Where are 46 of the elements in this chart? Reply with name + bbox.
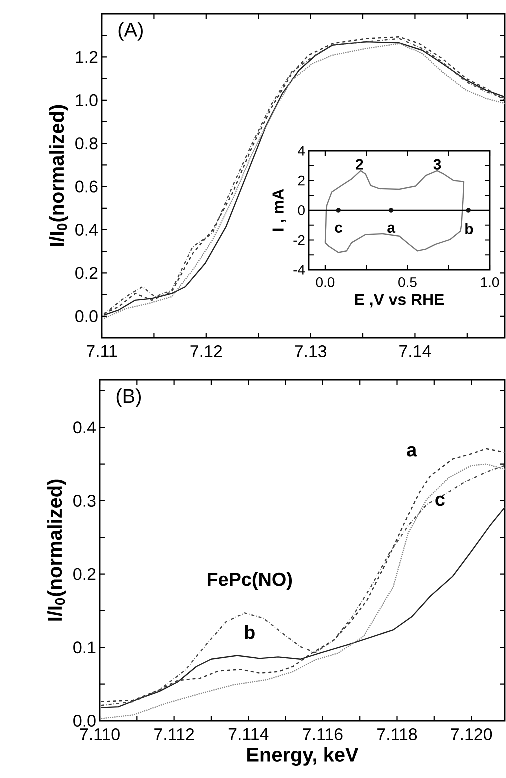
y-tick-label: 0.2 (76, 267, 98, 280)
y-tick-label: 1.2 (76, 51, 98, 64)
y-tick-label: -2 (294, 235, 305, 246)
y-tick-label: 1.0 (76, 94, 98, 106)
x-tick-label: 7.114 (228, 728, 269, 740)
y-tick-label: 2 (298, 176, 305, 186)
x-tick-label: 7.13 (295, 345, 327, 358)
y-axis-title: I , mA (272, 189, 286, 232)
y-tick-label: 0.0 (76, 310, 98, 322)
annotation: (A) (118, 22, 143, 41)
x-tick-label: 7.11 (87, 345, 118, 358)
y-tick-label: 0.3 (74, 495, 96, 507)
y-tick-label: 0.4 (76, 224, 98, 236)
y-tick-label: 0 (298, 206, 305, 216)
y-tick-label: 0.1 (74, 642, 96, 654)
x-tick-label: 1.0 (481, 277, 500, 288)
y-tick-label: 0.4 (74, 422, 96, 434)
y-tick-label: 0.8 (76, 138, 98, 150)
annotation: a (407, 446, 418, 457)
x-tick-label: 7.110 (80, 728, 120, 741)
y-axis-title: I/I$_{0}$(normalized) (50, 105, 68, 246)
x-tick-label: 0.5 (398, 277, 417, 288)
x-tick-label: 0.0 (316, 277, 335, 288)
x-tick-label: 7.14 (400, 345, 432, 358)
y-axis-title: I/I$_{0}$(normalized) (48, 480, 66, 621)
y-tick-label: 0.6 (76, 180, 98, 193)
annotation: c (436, 496, 445, 506)
x-tick-label: 7.12 (190, 345, 222, 358)
annotation: FePc(NO) (208, 572, 292, 590)
x-tick-label: 7.118 (378, 728, 418, 741)
x-tick-label: 7.120 (451, 728, 492, 741)
x-axis-title: E ,V vs RHE (355, 294, 444, 308)
annotation: 3 (434, 159, 442, 170)
x-axis-title: Energy, keV (248, 747, 359, 766)
y-tick-label: 0.2 (74, 568, 96, 580)
y-tick-label: 4 (298, 146, 306, 156)
annotation: (B) (116, 388, 141, 408)
annotation: b (245, 625, 255, 640)
x-tick-label: 7.116 (303, 728, 343, 741)
y-tick-label: 0.0 (74, 715, 96, 727)
y-tick-label: -4 (294, 265, 306, 275)
annotation: c (335, 224, 343, 234)
annotation: a (388, 224, 396, 234)
x-tick-label: 7.112 (154, 728, 194, 740)
annotation: 2 (356, 159, 364, 170)
annotation: b (466, 223, 474, 234)
